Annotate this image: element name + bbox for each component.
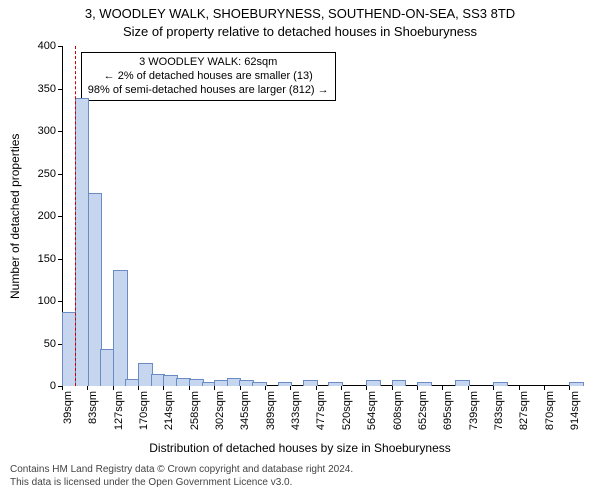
- x-tick-mark: [189, 386, 190, 390]
- x-tick-mark: [113, 386, 114, 390]
- x-tick-mark: [544, 386, 545, 390]
- footer-line-2: This data is licensed under the Open Gov…: [10, 477, 353, 490]
- x-tick-mark: [87, 386, 88, 390]
- x-tick-mark: [442, 386, 443, 390]
- y-tick-label: 150: [38, 253, 62, 265]
- y-tick-label: 400: [38, 40, 62, 52]
- annotation-line-2: ← 2% of detached houses are smaller (13): [88, 70, 329, 84]
- chart-title-line-1: 3, WOODLEY WALK, SHOEBURYNESS, SOUTHEND-…: [0, 6, 600, 21]
- histogram-bar: [417, 382, 432, 386]
- y-tick-label: 300: [38, 125, 62, 137]
- x-tick-mark: [519, 386, 520, 390]
- histogram-bar: [366, 380, 381, 386]
- x-tick-mark: [290, 386, 291, 390]
- histogram-bar: [113, 270, 128, 386]
- y-tick-label: 200: [38, 210, 62, 222]
- footer-attribution: Contains HM Land Registry data © Crown c…: [10, 464, 353, 489]
- marker-line: [75, 46, 76, 386]
- chart-frame: { "title_line1": "3, WOODLEY WALK, SHOEB…: [0, 0, 600, 500]
- x-tick-mark: [569, 386, 570, 390]
- y-axis-label: Number of detached properties: [8, 134, 22, 299]
- x-tick-mark: [417, 386, 418, 390]
- y-tick-label: 350: [38, 83, 62, 95]
- histogram-bar: [569, 382, 584, 386]
- histogram-bar: [328, 382, 343, 386]
- x-tick-mark: [392, 386, 393, 390]
- annotation-line-3: 98% of semi-detached houses are larger (…: [88, 84, 329, 98]
- x-tick-mark: [62, 386, 63, 390]
- x-tick-mark: [240, 386, 241, 390]
- x-tick-mark: [341, 386, 342, 390]
- histogram-bar: [278, 382, 293, 386]
- x-tick-mark: [163, 386, 164, 390]
- histogram-bar: [392, 380, 407, 386]
- x-tick-mark: [468, 386, 469, 390]
- histogram-bar: [455, 380, 470, 386]
- histogram-bar: [252, 382, 267, 386]
- histogram-bar: [493, 382, 508, 386]
- y-tick-label: 50: [44, 338, 62, 350]
- x-tick-mark: [316, 386, 317, 390]
- annotation-line-1: 3 WOODLEY WALK: 62sqm: [88, 56, 329, 70]
- histogram-bar: [303, 380, 318, 386]
- chart-title-line-2: Size of property relative to detached ho…: [0, 24, 600, 39]
- footer-line-1: Contains HM Land Registry data © Crown c…: [10, 464, 353, 477]
- annotation-box: 3 WOODLEY WALK: 62sqm ← 2% of detached h…: [81, 52, 336, 101]
- x-tick-mark: [366, 386, 367, 390]
- x-tick-mark: [138, 386, 139, 390]
- x-tick-mark: [214, 386, 215, 390]
- plot-area: 3 WOODLEY WALK: 62sqm ← 2% of detached h…: [62, 46, 582, 386]
- x-tick-mark: [265, 386, 266, 390]
- y-tick-label: 0: [50, 380, 62, 392]
- y-tick-label: 100: [38, 295, 62, 307]
- x-tick-mark: [493, 386, 494, 390]
- y-tick-label: 250: [38, 168, 62, 180]
- x-axis-label: Distribution of detached houses by size …: [0, 441, 600, 455]
